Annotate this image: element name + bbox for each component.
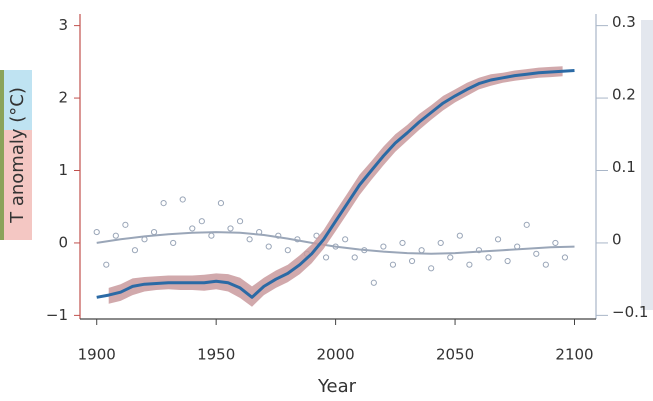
y-tick-label: 3 (58, 16, 68, 34)
scatter-point (524, 222, 529, 227)
series-line (97, 71, 575, 298)
scatter-point (505, 258, 510, 263)
y2-tick-label: −0.1 (612, 303, 648, 321)
scatter-point (553, 240, 558, 245)
scatter-point (199, 219, 204, 224)
scatter-point (247, 237, 252, 242)
scatter-point (400, 240, 405, 245)
scatter-point (94, 229, 99, 234)
scatter-point (562, 255, 567, 260)
scatter-point (180, 197, 185, 202)
scatter-point (371, 280, 376, 285)
y-tick-label: 2 (58, 89, 68, 107)
scatter-point (113, 233, 118, 238)
x-tick-label: 2100 (555, 346, 593, 364)
y-tick-label: −1 (46, 306, 68, 324)
y2-tick-label: 0.3 (612, 13, 636, 31)
scatter-point (209, 233, 214, 238)
uncertainty-band (109, 66, 563, 307)
scatter-point (285, 248, 290, 253)
scatter-point (161, 200, 166, 205)
y-tick-label: 0 (58, 233, 68, 251)
scatter-point (438, 240, 443, 245)
scatter-point (151, 229, 156, 234)
scatter-point (495, 237, 500, 242)
y2-tick-label: 0.1 (612, 158, 636, 176)
x-tick-label: 2000 (317, 346, 355, 364)
scatter-point (448, 255, 453, 260)
scatter-point (343, 237, 348, 242)
scatter-point (429, 266, 434, 271)
scatter-point (237, 219, 242, 224)
scatter-point (323, 255, 328, 260)
scatter-point (390, 262, 395, 267)
scatter-point (266, 244, 271, 249)
trend-line (97, 232, 575, 254)
scatter-point (409, 258, 414, 263)
scatter-point (457, 233, 462, 238)
y-axis-label: T anomaly (°C) (7, 87, 28, 224)
edge-strip (641, 20, 653, 310)
y2-tick-label: 0.2 (612, 86, 636, 104)
scatter-point (190, 226, 195, 231)
scatter-point (419, 248, 424, 253)
scatter-point (123, 222, 128, 227)
scatter-point (534, 251, 539, 256)
y-tick-label: 1 (58, 161, 68, 179)
x-tick-label: 1900 (78, 346, 116, 364)
page: {"chart_data": { "type": "line", "x_labe… (0, 0, 653, 401)
x-axis-label: Year (317, 376, 357, 397)
scatter-point (218, 200, 223, 205)
chart: T anomaly (°C) Year −1 0 1 2 3 −0.1 0 0.1 0.2 0.3… (0, 0, 653, 401)
x-tick-label: 1950 (197, 346, 235, 364)
scatter-point (228, 226, 233, 231)
scatter-point (352, 255, 357, 260)
scatter-point (381, 244, 386, 249)
scatter-point (467, 262, 472, 267)
scatter-point (543, 262, 548, 267)
edge-strip (0, 70, 4, 240)
scatter-point (486, 255, 491, 260)
scatter-point (132, 248, 137, 253)
scatter-point (171, 240, 176, 245)
x-tick-label: 2050 (436, 346, 474, 364)
y2-tick-label: 0 (612, 230, 622, 248)
scatter-point (104, 262, 109, 267)
